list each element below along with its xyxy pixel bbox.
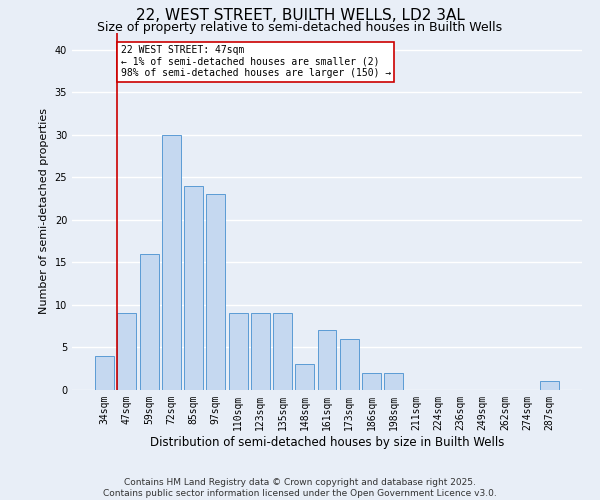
Text: Size of property relative to semi-detached houses in Builth Wells: Size of property relative to semi-detach… [97,21,503,34]
Bar [273,314,292,390]
Bar [184,186,203,390]
X-axis label: Distribution of semi-detached houses by size in Builth Wells: Distribution of semi-detached houses by … [150,436,504,448]
Bar [317,330,337,390]
Bar [162,134,181,390]
Bar [140,254,158,390]
Bar [206,194,225,390]
Text: 22 WEST STREET: 47sqm
← 1% of semi-detached houses are smaller (2)
98% of semi-d: 22 WEST STREET: 47sqm ← 1% of semi-detac… [121,46,391,78]
Bar [118,314,136,390]
Bar [384,373,403,390]
Bar [251,314,270,390]
Y-axis label: Number of semi-detached properties: Number of semi-detached properties [39,108,49,314]
Text: Contains HM Land Registry data © Crown copyright and database right 2025.
Contai: Contains HM Land Registry data © Crown c… [103,478,497,498]
Bar [340,339,359,390]
Bar [95,356,114,390]
Bar [229,314,248,390]
Bar [362,373,381,390]
Bar [540,382,559,390]
Text: 22, WEST STREET, BUILTH WELLS, LD2 3AL: 22, WEST STREET, BUILTH WELLS, LD2 3AL [136,8,464,22]
Bar [295,364,314,390]
